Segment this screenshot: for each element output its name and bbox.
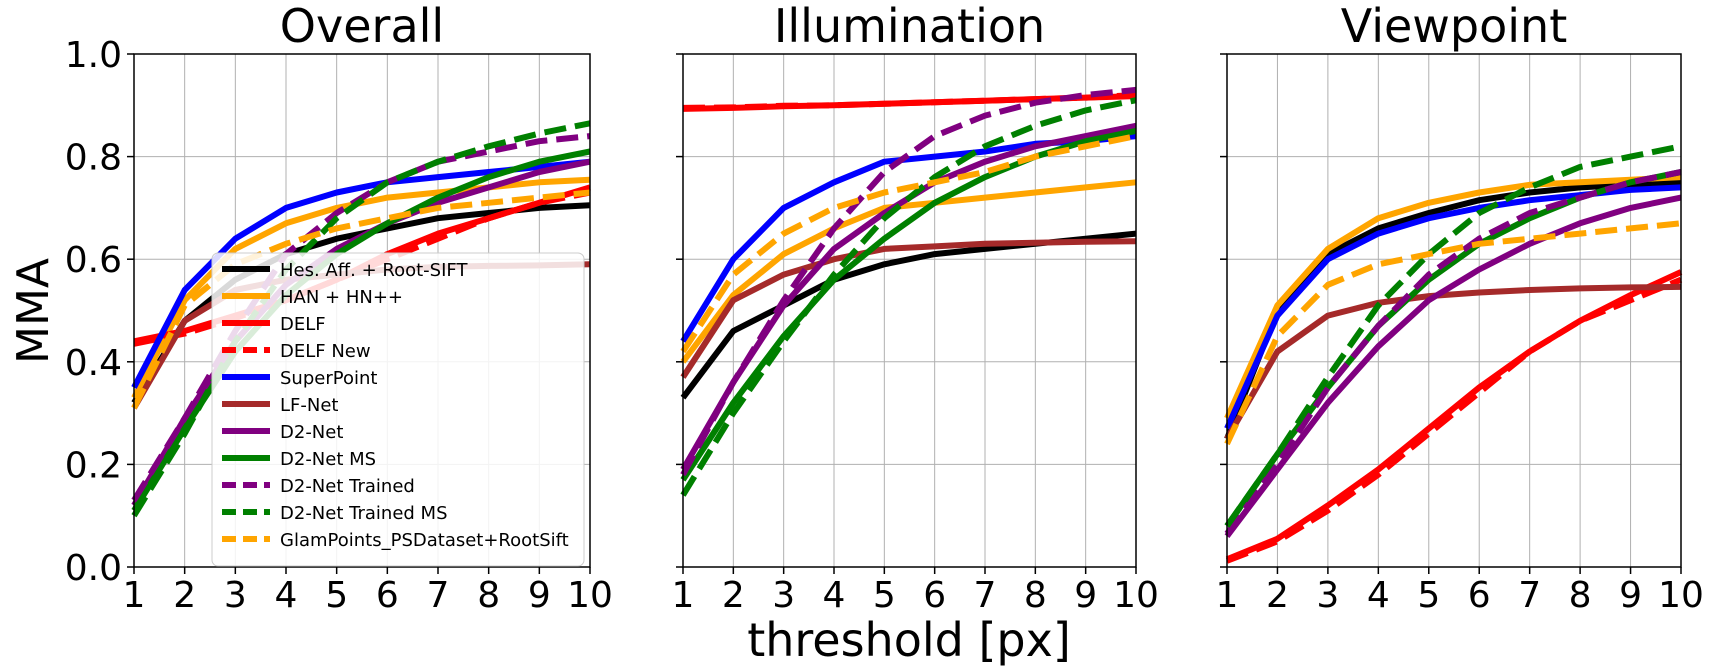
x-tick-label: 9 xyxy=(528,575,551,616)
legend-box xyxy=(211,252,585,567)
x-tick-label: 3 xyxy=(1316,575,1339,616)
series-line-delf-new xyxy=(1225,276,1683,564)
x-tick-label: 8 xyxy=(1024,575,1047,616)
x-tick-label: 5 xyxy=(1417,575,1440,616)
x-tick-label: 6 xyxy=(923,575,946,616)
legend-label: D2-Net MS xyxy=(280,449,376,470)
x-tick-label: 7 xyxy=(974,575,997,616)
series-line-d2-net-ms xyxy=(131,148,591,513)
panel-overall: 1 2 3 4 5 6 7 8 9 10 0.0 0.2 0.4 0.6 0.8 1.0 Overall Hes.… xyxy=(65,0,613,616)
legend-label: DELF xyxy=(280,314,326,335)
x-tick-label: 4 xyxy=(1367,575,1390,616)
legend-label: DELF New xyxy=(280,341,371,362)
y-tick-label: 0.6 xyxy=(65,240,122,281)
axes-frame xyxy=(1226,53,1682,568)
x-tick-label: 10 xyxy=(1658,575,1704,616)
legend-label: D2-Net xyxy=(280,422,343,443)
series-line-d2-net-trained xyxy=(131,133,591,502)
legend-label: D2-Net Trained MS xyxy=(280,503,448,524)
x-tick-label: 1 xyxy=(123,575,146,616)
series-line-hes-aff-root-sift xyxy=(680,230,1137,400)
x-axis-label: threshold [px] xyxy=(747,613,1071,667)
x-tick-label: 2 xyxy=(722,575,745,616)
x-tick-label: 8 xyxy=(1569,575,1592,616)
x-tick-label: 3 xyxy=(224,575,247,616)
legend-label: HAN + HN++ xyxy=(280,287,403,308)
legend-label: LF-Net xyxy=(280,395,338,416)
y-axis-label: MMA xyxy=(8,258,59,364)
legend-label: Hes. Aff. + Root-SIFT xyxy=(280,260,468,281)
x-tick-label: 4 xyxy=(823,575,846,616)
series-line-d2-net xyxy=(680,122,1137,471)
series-line-superpoint xyxy=(1224,184,1682,430)
x-tick-label: 1 xyxy=(1216,575,1239,616)
series-line-d2-net-ms xyxy=(680,127,1137,482)
x-tick-label: 1 xyxy=(672,575,695,616)
x-tick-label: 7 xyxy=(1518,575,1541,616)
series-line-d2-net-trained-ms xyxy=(680,97,1137,497)
series-line-d2-net-trained-ms xyxy=(131,120,591,518)
series-line-hes-aff-root-sift xyxy=(1224,179,1682,440)
series-line-han-hn- xyxy=(1224,174,1682,420)
legend: Hes. Aff. + Root-SIFT HAN + HN++ DELF DELF … xyxy=(211,252,585,567)
panel-title: Illumination xyxy=(774,0,1045,53)
y-tick-label: 0.0 xyxy=(65,548,122,589)
x-tick-label: 8 xyxy=(477,575,500,616)
x-tick-label: 9 xyxy=(1619,575,1642,616)
series-line-glampoints-psdataset-rootsift xyxy=(680,133,1137,354)
legend-label: GlamPoints_PSDataset+RootSift xyxy=(280,530,569,551)
x-tick-label: 5 xyxy=(325,575,348,616)
series-line-glampoints-psdataset-rootsift xyxy=(1224,220,1682,446)
x-tick-label: 5 xyxy=(873,575,896,616)
x-tick-label: 4 xyxy=(275,575,298,616)
series-line-d2-net-ms xyxy=(1224,169,1682,528)
panel-viewpoint: 1 2 3 4 5 6 7 8 9 10 Viewpoint xyxy=(1216,0,1704,616)
series-line-han-hn- xyxy=(680,179,1137,364)
series-line-delf-new xyxy=(133,189,591,347)
y-tick-label: 0.2 xyxy=(65,445,122,486)
x-tick-label: 2 xyxy=(1266,575,1289,616)
series-line-d2-net-trained xyxy=(1224,169,1682,536)
series-line-lf-net xyxy=(1224,283,1682,441)
x-tick-label: 3 xyxy=(772,575,795,616)
panel-title: Viewpoint xyxy=(1341,0,1567,53)
axes-frame xyxy=(133,53,591,568)
series-line-delf xyxy=(1225,269,1683,563)
series-line-d2-net-trained xyxy=(680,86,1137,477)
series-line-d2-net-trained-ms xyxy=(1224,143,1682,528)
series-line-glampoints-psdataset-rootsift xyxy=(131,189,591,410)
axes-frame xyxy=(682,53,1137,568)
legend-label: D2-Net Trained xyxy=(280,476,415,497)
y-tick-label: 0.4 xyxy=(65,343,122,384)
x-tick-label: 6 xyxy=(1468,575,1491,616)
x-tick-label: 6 xyxy=(376,575,399,616)
series-line-lf-net xyxy=(680,238,1137,379)
y-tick-label: 1.0 xyxy=(65,35,122,76)
y-tick-label: 0.8 xyxy=(65,138,122,179)
x-tick-label: 7 xyxy=(427,575,450,616)
panel-title: Overall xyxy=(280,0,444,53)
legend-label: SuperPoint xyxy=(280,368,377,389)
panel-illumination: 1 2 3 4 5 6 7 8 9 10 Illumination xyxy=(672,0,1159,616)
x-tick-label: 10 xyxy=(1113,575,1159,616)
x-tick-label: 10 xyxy=(567,575,613,616)
x-tick-label: 9 xyxy=(1074,575,1097,616)
series-line-d2-net xyxy=(1224,194,1682,539)
x-tick-label: 2 xyxy=(173,575,196,616)
